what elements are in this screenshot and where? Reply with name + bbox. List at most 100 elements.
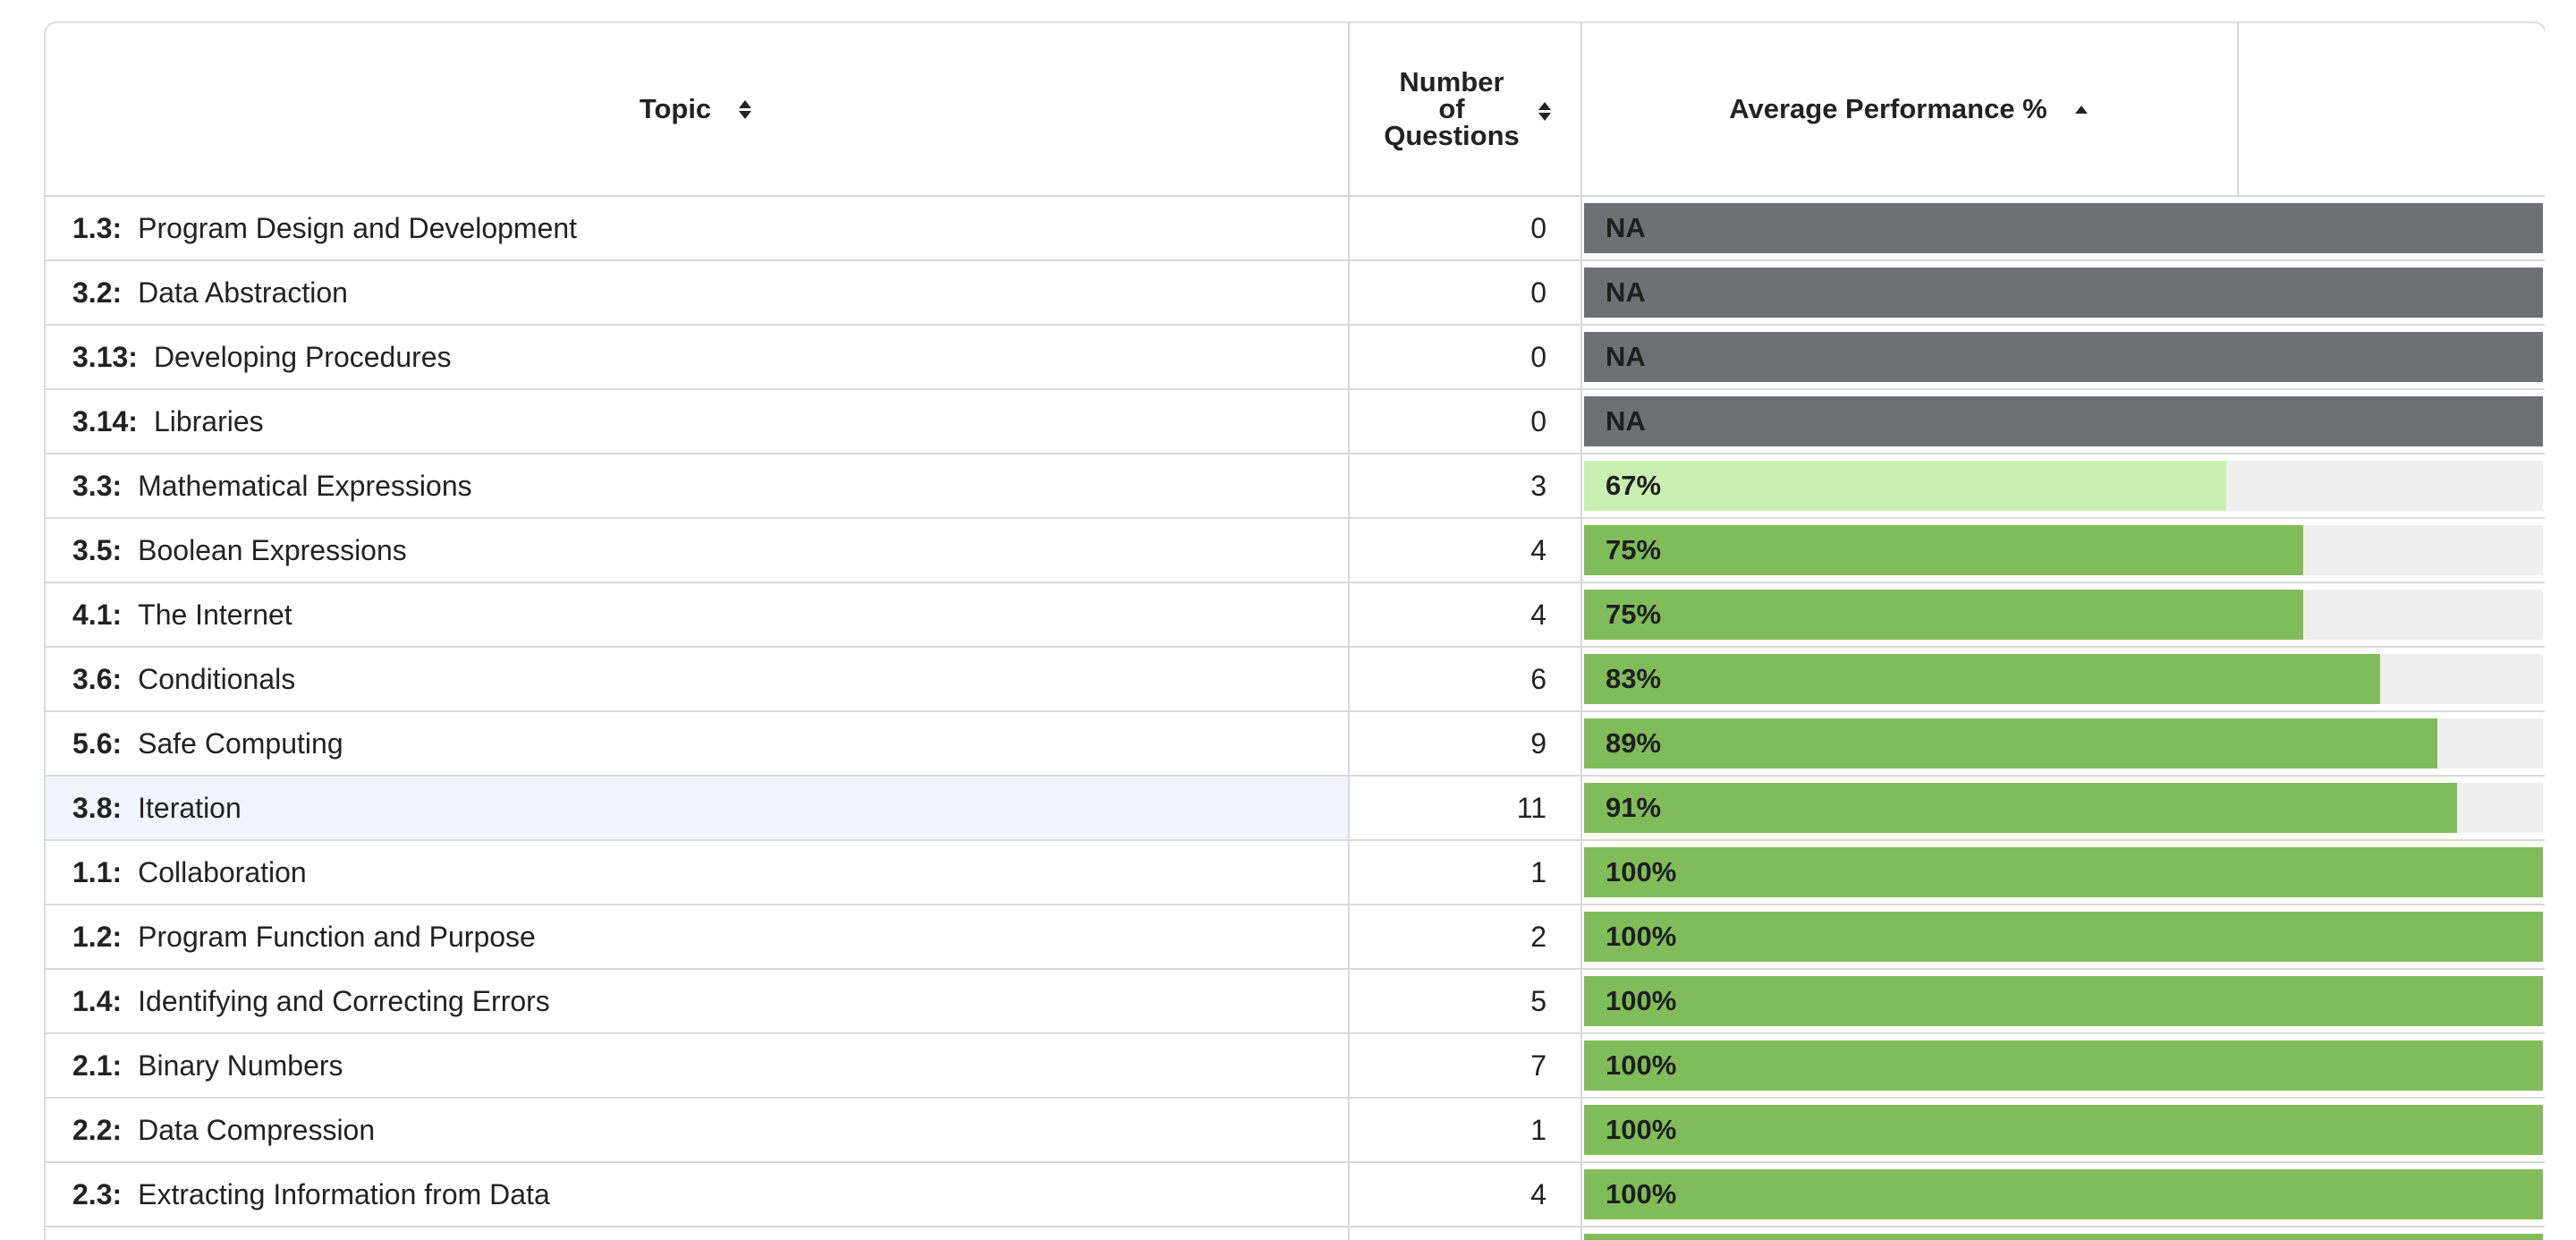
table-row[interactable]: 1.2: Program Function and Purpose 2 100% xyxy=(46,905,2545,970)
performance-bar-track: 100% xyxy=(1584,976,2543,1026)
table-row[interactable]: 2.1: Binary Numbers 7 100% xyxy=(46,1034,2545,1099)
performance-cell: 100% xyxy=(1582,970,2545,1032)
number-of-questions-cell: 7 xyxy=(1350,1034,1582,1097)
topic-code: 2.3: xyxy=(72,1177,123,1210)
topic-cell: 3.14: Libraries xyxy=(46,390,1350,453)
header-topic-label: Topic xyxy=(639,93,712,124)
number-of-questions-cell: 3 xyxy=(1350,454,1582,517)
topic-name: Program Design and Development xyxy=(138,211,578,244)
topic-code: 3.6: xyxy=(72,662,123,695)
performance-cell: 75% xyxy=(1582,519,2545,582)
performance-label: 100% xyxy=(1606,985,1677,1016)
number-of-questions-cell: 0 xyxy=(1350,197,1582,259)
topic-name: Safe Computing xyxy=(138,726,343,760)
number-of-questions-cell: 4 xyxy=(1350,519,1582,582)
topic-cell xyxy=(46,1227,1350,1240)
performance-bar-fill xyxy=(1584,268,2543,318)
number-of-questions-cell: 2 xyxy=(1350,905,1582,968)
table-row[interactable]: 3.13: Developing Procedures 0 NA xyxy=(46,326,2545,390)
table-row[interactable]: 2.2: Data Compression 1 100% xyxy=(46,1099,2545,1163)
performance-bar-track: 100% xyxy=(1584,847,2543,897)
header-topic[interactable]: Topic xyxy=(46,23,1350,195)
performance-label: 67% xyxy=(1606,470,1662,501)
topic-name: Libraries xyxy=(153,404,264,437)
performance-bar-track: 89% xyxy=(1584,718,2543,769)
performance-cell: 100% xyxy=(1582,1163,2545,1226)
performance-cell xyxy=(1582,1227,2545,1240)
performance-bar-fill xyxy=(1584,461,2227,511)
table-row[interactable]: 3.2: Data Abstraction 0 NA xyxy=(46,261,2545,326)
header-average-performance[interactable]: Average Performance % xyxy=(1582,23,2239,195)
performance-bar-fill xyxy=(1584,912,2543,962)
performance-bar-track: 100% xyxy=(1584,1040,2543,1091)
sort-both-icon[interactable] xyxy=(736,99,754,119)
topic-name: Program Function and Purpose xyxy=(138,920,536,953)
topic-name: Extracting Information from Data xyxy=(138,1177,550,1210)
performance-cell: 83% xyxy=(1582,648,2545,710)
topic-code: 3.3: xyxy=(72,469,123,502)
performance-cell: 67% xyxy=(1582,454,2545,517)
topic-code: 1.2: xyxy=(72,920,123,953)
topic-name: Boolean Expressions xyxy=(138,533,407,566)
table-row[interactable]: 4.1: The Internet 4 75% xyxy=(46,583,2545,648)
performance-label: 91% xyxy=(1606,792,1662,823)
table-row[interactable]: 1.3: Program Design and Development 0 NA xyxy=(46,197,2545,261)
performance-bar-track: NA xyxy=(1584,332,2543,382)
performance-cell: 100% xyxy=(1582,1099,2545,1161)
performance-cell: NA xyxy=(1582,261,2545,324)
performance-label: 83% xyxy=(1606,663,1662,694)
number-of-questions-cell: 6 xyxy=(1350,648,1582,710)
performance-label: 75% xyxy=(1606,599,1662,630)
performance-bar-track: NA xyxy=(1584,268,2543,318)
header-number-of-questions[interactable]: Number of Questions xyxy=(1350,23,1582,195)
performance-bar-fill xyxy=(1584,332,2543,382)
topic-code: 5.6: xyxy=(72,726,123,760)
topic-cell: 4.1: The Internet xyxy=(46,583,1350,646)
number-of-questions-cell: 11 xyxy=(1350,777,1582,839)
performance-cell: 75% xyxy=(1582,583,2545,646)
topic-cell: 3.13: Developing Procedures xyxy=(46,326,1350,388)
table-body: 1.3: Program Design and Development 0 NA 3.2… xyxy=(46,197,2545,1240)
number-of-questions-cell: 1 xyxy=(1350,841,1582,904)
performance-bar-track: 100% xyxy=(1584,1169,2543,1219)
topic-cell: 1.4: Identifying and Correcting Errors xyxy=(46,970,1350,1032)
sort-ascending-icon[interactable] xyxy=(2072,105,2090,114)
topic-code: 2.1: xyxy=(72,1049,123,1082)
performance-label: NA xyxy=(1606,341,1646,372)
topic-name: The Internet xyxy=(138,598,292,631)
topic-cell: 5.6: Safe Computing xyxy=(46,712,1350,775)
topic-cell: 2.1: Binary Numbers xyxy=(46,1034,1350,1097)
table-row[interactable]: 3.14: Libraries 0 NA xyxy=(46,390,2545,454)
table-row[interactable]: 3.8: Iteration 11 91% xyxy=(46,777,2545,841)
table-row[interactable]: 2.3: Extracting Information from Data 4 100… xyxy=(46,1163,2545,1227)
performance-label: NA xyxy=(1606,276,1646,308)
performance-label: 100% xyxy=(1606,1178,1677,1210)
topic-cell: 1.2: Program Function and Purpose xyxy=(46,905,1350,968)
table-row[interactable]: 5.6: Safe Computing 9 89% xyxy=(46,712,2545,777)
table-row[interactable]: 1.4: Identifying and Correcting Errors 5 10… xyxy=(46,970,2545,1034)
performance-bar-fill xyxy=(1584,396,2543,446)
topic-cell: 2.3: Extracting Information from Data xyxy=(46,1163,1350,1226)
topic-cell: 1.3: Program Design and Development xyxy=(46,197,1350,259)
topic-code: 3.5: xyxy=(72,533,123,566)
table-row[interactable]: 3.6: Conditionals 6 83% xyxy=(46,648,2545,712)
table-row[interactable] xyxy=(46,1227,2545,1240)
topic-cell: 3.5: Boolean Expressions xyxy=(46,519,1350,582)
performance-bar-fill xyxy=(1584,525,2303,575)
topic-name: Binary Numbers xyxy=(138,1049,343,1082)
topic-code: 3.13: xyxy=(72,340,138,373)
performance-label: 100% xyxy=(1606,1049,1677,1081)
number-of-questions-cell: 1 xyxy=(1350,1099,1582,1161)
table-row[interactable]: 3.3: Mathematical Expressions 3 67% xyxy=(46,454,2545,519)
performance-table-container: Topic Number of Questions Average Perfor… xyxy=(44,21,2545,1240)
number-of-questions-cell: 9 xyxy=(1350,712,1582,775)
sort-both-icon[interactable] xyxy=(1536,102,1554,121)
performance-cell: NA xyxy=(1582,390,2545,453)
number-of-questions-cell: 0 xyxy=(1350,326,1582,388)
table-row[interactable]: 1.1: Collaboration 1 100% xyxy=(46,841,2545,905)
table-row[interactable]: 3.5: Boolean Expressions 4 75% xyxy=(46,519,2545,583)
topic-code: 1.1: xyxy=(72,855,123,888)
number-of-questions-cell xyxy=(1350,1227,1582,1240)
performance-label: 100% xyxy=(1606,856,1677,888)
performance-cell: 100% xyxy=(1582,905,2545,968)
